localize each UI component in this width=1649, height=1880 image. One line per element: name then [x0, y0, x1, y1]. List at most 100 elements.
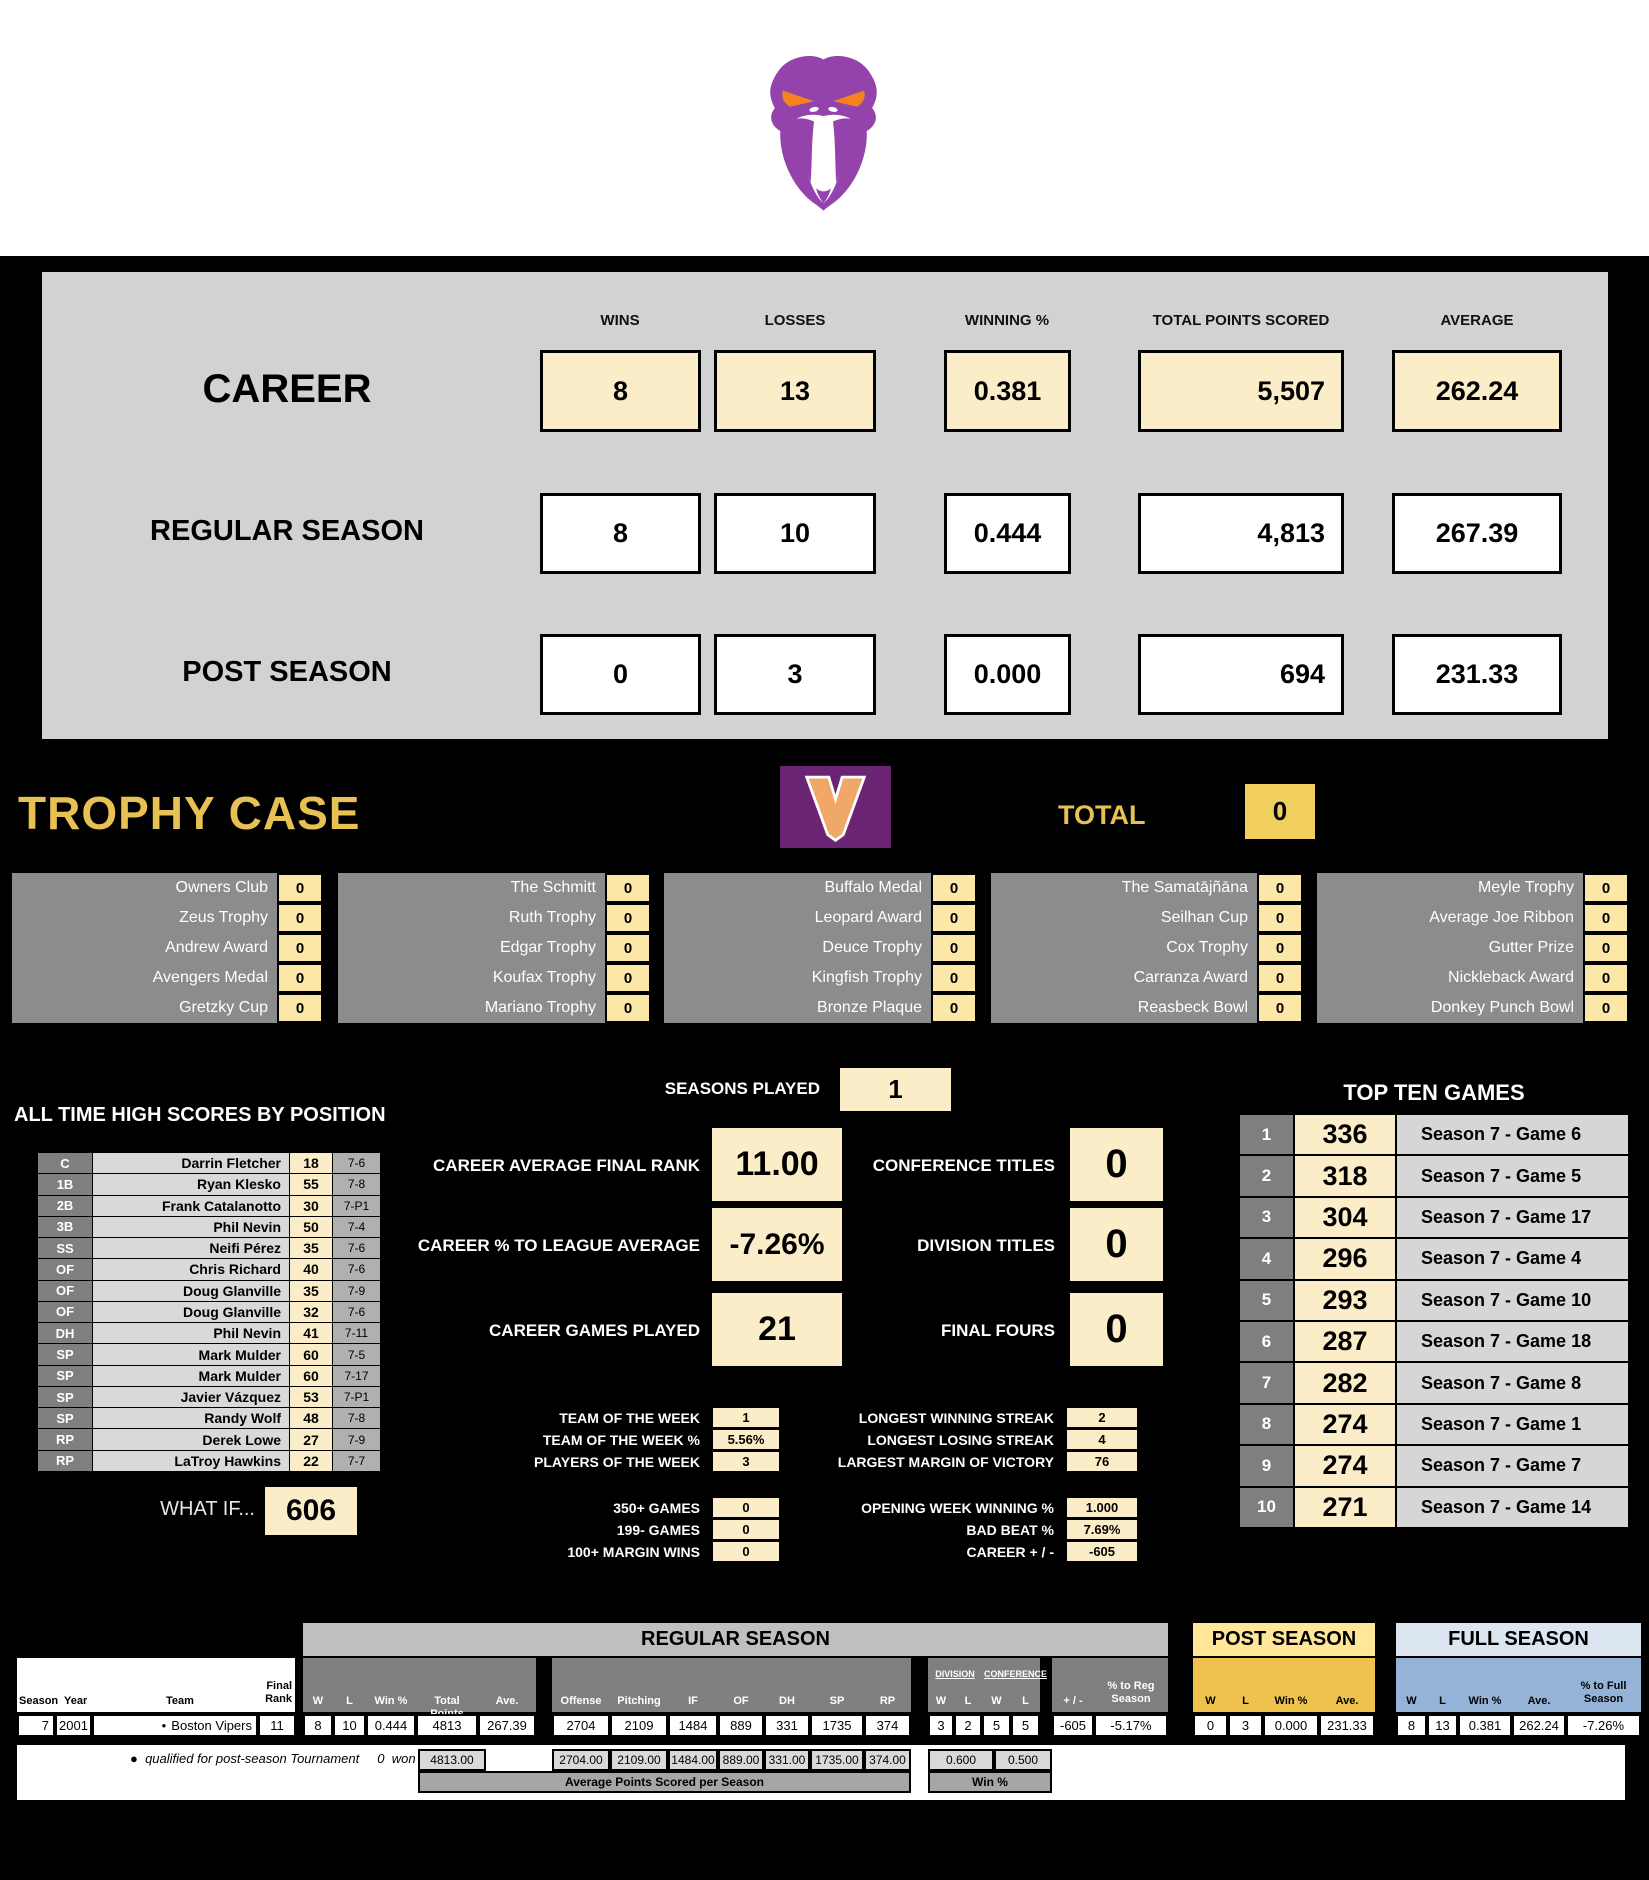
trophy-count-cell[interactable]: 0 — [931, 993, 977, 1023]
l-cell[interactable]: 10 — [333, 1714, 366, 1737]
score-cell[interactable]: 40 — [290, 1259, 332, 1280]
career-average-cell[interactable]: 262.24 — [1392, 350, 1562, 432]
career-winning-pct-cell[interactable]: 0.381 — [944, 350, 1071, 432]
avg-of-cell[interactable]: 889.00 — [718, 1749, 764, 1771]
fs-l-cell[interactable]: 13 — [1427, 1714, 1458, 1737]
conf-winpct-cell[interactable]: 0.500 — [994, 1749, 1052, 1771]
regular-average-cell[interactable]: 267.39 — [1392, 493, 1562, 574]
score-cell[interactable]: 50 — [290, 1216, 332, 1238]
score-cell[interactable]: 32 — [290, 1301, 332, 1323]
post-wins-cell[interactable]: 0 — [540, 634, 701, 715]
trophy-count-cell[interactable]: 0 — [931, 963, 977, 993]
trophy-count-cell[interactable]: 0 — [931, 903, 977, 933]
career-wins-cell[interactable]: 8 — [540, 350, 701, 432]
avg-final-rank-cell[interactable]: 11.00 — [712, 1128, 842, 1201]
score-cell[interactable]: 287 — [1295, 1322, 1395, 1362]
score-cell[interactable]: 60 — [290, 1344, 332, 1365]
dh-cell[interactable]: 331 — [764, 1714, 810, 1737]
trophy-count-cell[interactable]: 0 — [277, 933, 323, 963]
games-350-cell[interactable]: 0 — [712, 1497, 780, 1518]
rp-cell[interactable]: 374 — [864, 1714, 911, 1737]
ps-w-cell[interactable]: 0 — [1193, 1714, 1228, 1737]
trophy-count-cell[interactable]: 0 — [1583, 993, 1629, 1023]
fs-winpct-cell[interactable]: 0.381 — [1458, 1714, 1512, 1737]
plus-minus-cell[interactable]: -605 — [1052, 1714, 1094, 1737]
regular-losses-cell[interactable]: 10 — [714, 493, 876, 574]
score-cell[interactable]: 274 — [1295, 1446, 1395, 1486]
final-rank-cell[interactable]: 11 — [258, 1714, 296, 1737]
opening-week-pct-cell[interactable]: 1.000 — [1066, 1497, 1138, 1518]
post-average-cell[interactable]: 231.33 — [1392, 634, 1562, 715]
avg-total-points-cell[interactable]: 4813.00 — [418, 1749, 486, 1771]
games-199-cell[interactable]: 0 — [712, 1519, 780, 1540]
seasons-played-cell[interactable]: 1 — [838, 1066, 953, 1113]
score-cell[interactable]: 304 — [1295, 1197, 1395, 1238]
score-cell[interactable]: 55 — [290, 1174, 332, 1195]
of-cell[interactable]: 889 — [718, 1714, 764, 1737]
trophy-count-cell[interactable]: 0 — [1257, 933, 1303, 963]
score-cell[interactable]: 296 — [1295, 1239, 1395, 1279]
post-losses-cell[interactable]: 3 — [714, 634, 876, 715]
trophy-count-cell[interactable]: 0 — [277, 963, 323, 993]
score-cell[interactable]: 271 — [1295, 1487, 1395, 1527]
trophy-count-cell[interactable]: 0 — [605, 963, 651, 993]
trophy-count-cell[interactable]: 0 — [605, 903, 651, 933]
score-cell[interactable]: 27 — [290, 1429, 332, 1450]
ps-winpct-cell[interactable]: 0.000 — [1263, 1714, 1319, 1737]
avg-dh-cell[interactable]: 331.00 — [764, 1749, 810, 1771]
trophy-count-cell[interactable]: 0 — [1257, 903, 1303, 933]
pitching-cell[interactable]: 2109 — [610, 1714, 668, 1737]
longest-losing-streak-cell[interactable]: 4 — [1066, 1429, 1138, 1450]
score-cell[interactable]: 41 — [290, 1323, 332, 1344]
season-cell[interactable]: 7 — [17, 1714, 55, 1737]
score-cell[interactable]: 274 — [1295, 1404, 1395, 1445]
score-cell[interactable]: 35 — [290, 1238, 332, 1259]
avg-rp-cell[interactable]: 374.00 — [864, 1749, 911, 1771]
score-cell[interactable]: 318 — [1295, 1156, 1395, 1196]
score-cell[interactable]: 293 — [1295, 1280, 1395, 1320]
pct-to-full-cell[interactable]: -7.26% — [1566, 1714, 1641, 1737]
fs-w-cell[interactable]: 8 — [1396, 1714, 1427, 1737]
trophy-count-cell[interactable]: 0 — [931, 933, 977, 963]
conf-l-cell[interactable]: 5 — [1011, 1714, 1040, 1737]
final-fours-cell[interactable]: 0 — [1070, 1293, 1163, 1366]
career-plus-minus-cell[interactable]: -605 — [1066, 1541, 1138, 1562]
post-winning-pct-cell[interactable]: 0.000 — [944, 634, 1071, 715]
w-cell[interactable]: 8 — [303, 1714, 333, 1737]
career-losses-cell[interactable]: 13 — [714, 350, 876, 432]
trophy-count-cell[interactable]: 0 — [1583, 963, 1629, 993]
longest-winning-streak-cell[interactable]: 2 — [1066, 1407, 1138, 1428]
players-of-week-cell[interactable]: 3 — [712, 1451, 780, 1472]
conf-w-cell[interactable]: 5 — [982, 1714, 1011, 1737]
team-of-week-cell[interactable]: 1 — [712, 1407, 780, 1428]
score-cell[interactable]: 282 — [1295, 1363, 1395, 1403]
score-cell[interactable]: 53 — [290, 1386, 332, 1408]
regular-total-points-cell[interactable]: 4,813 — [1138, 493, 1344, 574]
score-cell[interactable]: 30 — [290, 1195, 332, 1216]
year-cell[interactable]: 2001 — [55, 1714, 92, 1737]
conference-titles-cell[interactable]: 0 — [1070, 1128, 1163, 1201]
trophy-count-cell[interactable]: 0 — [1257, 963, 1303, 993]
trophy-total-cell[interactable]: 0 — [1245, 784, 1315, 839]
score-cell[interactable]: 60 — [290, 1365, 332, 1386]
post-total-points-cell[interactable]: 694 — [1138, 634, 1344, 715]
total-points-cell[interactable]: 4813 — [416, 1714, 478, 1737]
trophy-count-cell[interactable]: 0 — [1257, 993, 1303, 1023]
trophy-count-cell[interactable]: 0 — [277, 903, 323, 933]
pct-league-avg-cell[interactable]: -7.26% — [712, 1208, 842, 1281]
score-cell[interactable]: 35 — [290, 1280, 332, 1301]
div-w-cell[interactable]: 3 — [928, 1714, 954, 1737]
games-played-cell[interactable]: 21 — [712, 1293, 842, 1366]
if-cell[interactable]: 1484 — [668, 1714, 718, 1737]
pct-to-reg-cell[interactable]: -5.17% — [1094, 1714, 1168, 1737]
career-total-points-cell[interactable]: 5,507 — [1138, 350, 1344, 432]
trophy-count-cell[interactable]: 0 — [605, 993, 651, 1023]
score-cell[interactable]: 18 — [290, 1153, 332, 1174]
ave-cell[interactable]: 267.39 — [478, 1714, 536, 1737]
ps-l-cell[interactable]: 3 — [1228, 1714, 1263, 1737]
what-if-cell[interactable]: 606 — [265, 1487, 357, 1535]
div-winpct-cell[interactable]: 0.600 — [928, 1749, 994, 1771]
score-cell[interactable]: 48 — [290, 1408, 332, 1429]
trophy-count-cell[interactable]: 0 — [1583, 873, 1629, 903]
trophy-count-cell[interactable]: 0 — [605, 933, 651, 963]
